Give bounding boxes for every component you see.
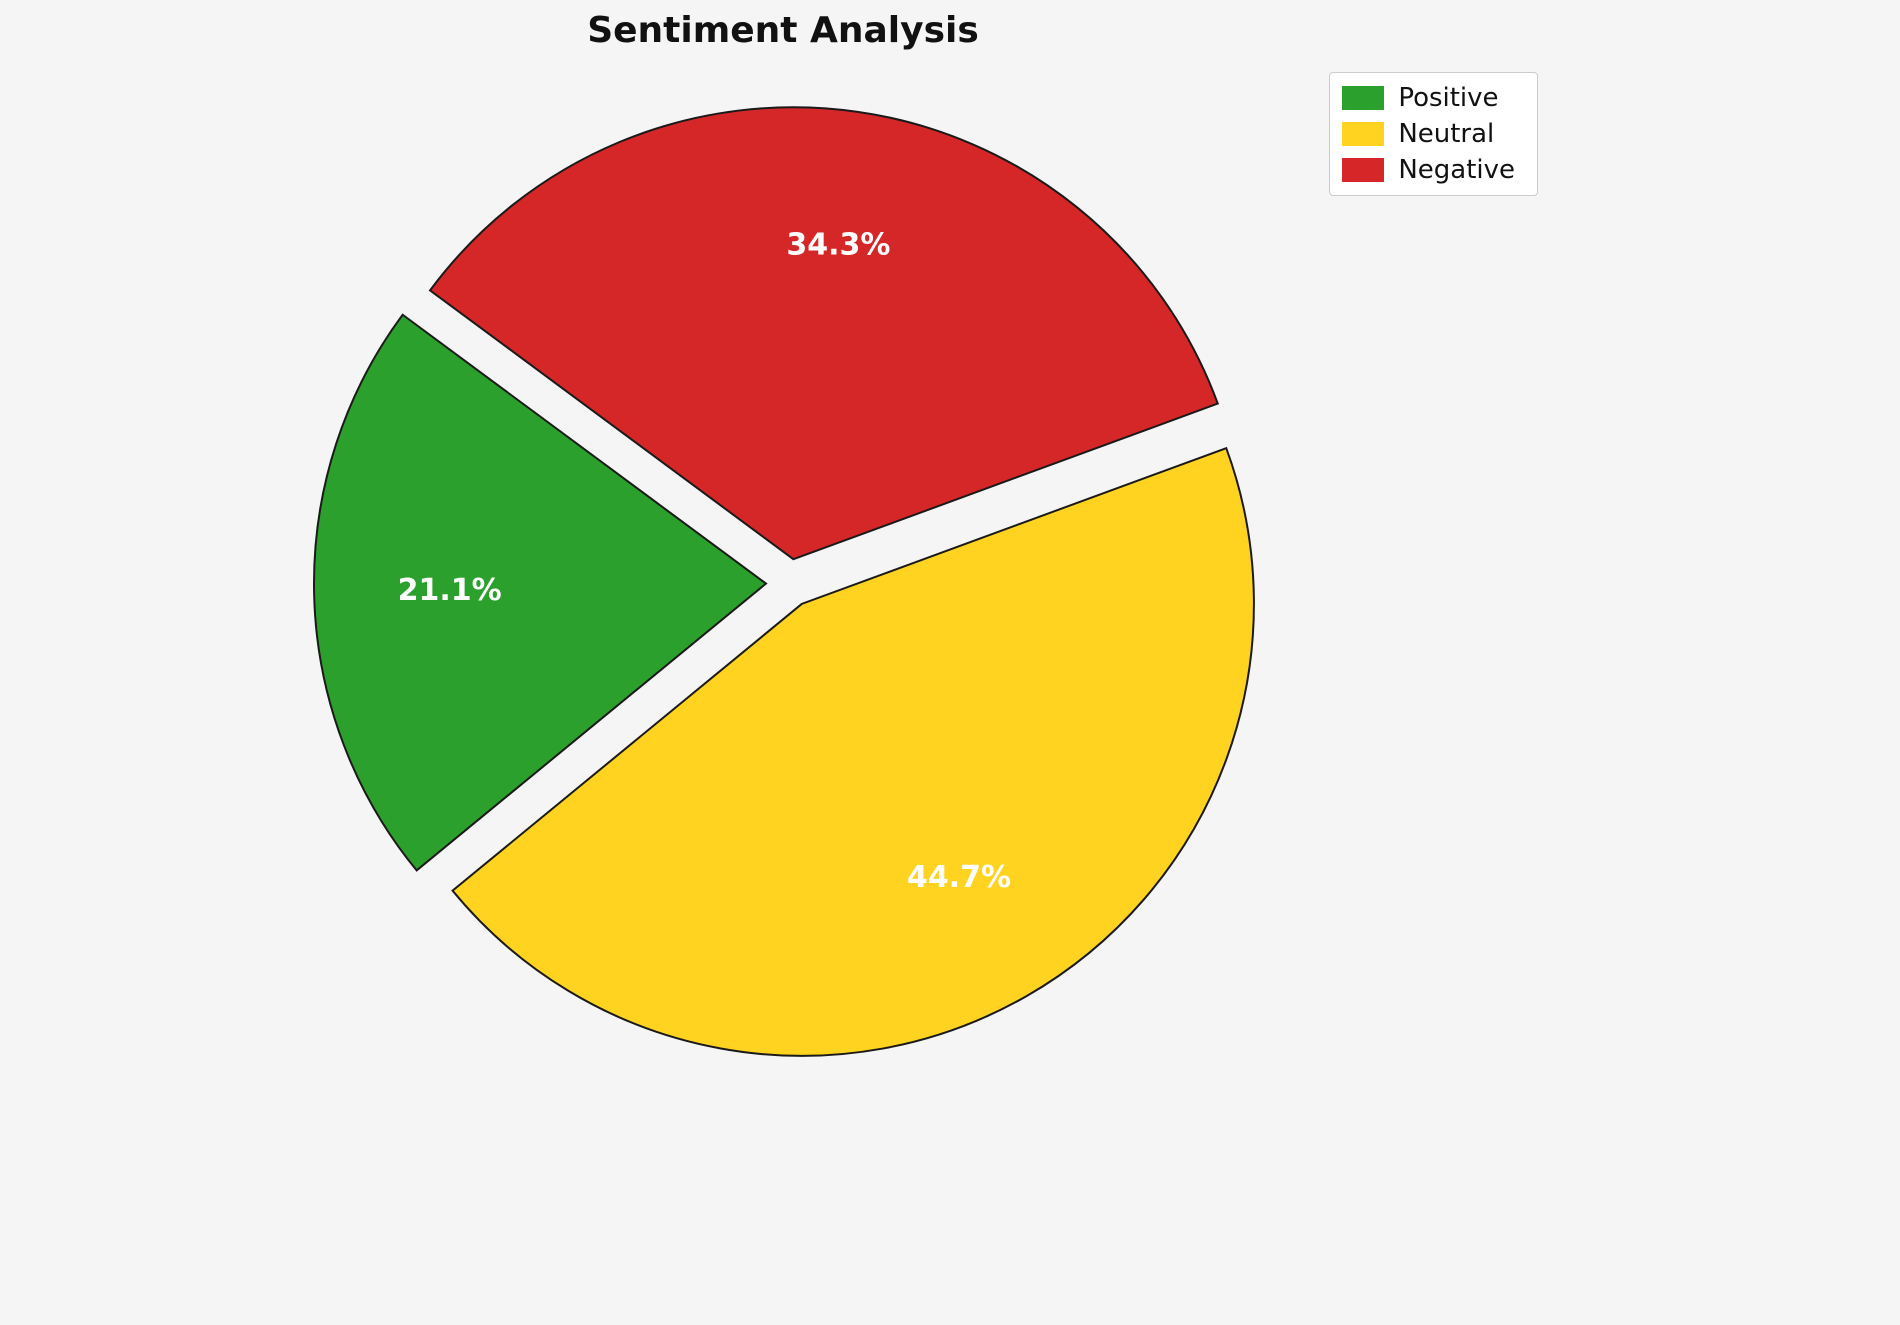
pie-slice-positive [313, 313, 768, 872]
legend-label-positive: Positive [1398, 83, 1499, 113]
legend-swatch-positive [1342, 86, 1385, 110]
legend-item-positive: Positive [1342, 85, 1521, 111]
pie-slice-negative [428, 106, 1220, 561]
slice-percent-label-negative: 34.3% [786, 228, 890, 263]
slice-percent-label-positive: 21.1% [398, 573, 502, 608]
pie-slice-neutral [451, 446, 1255, 1057]
legend-swatch-neutral [1342, 122, 1385, 146]
legend-item-negative: Negative [1342, 157, 1521, 183]
legend-label-neutral: Neutral [1398, 119, 1495, 149]
legend: Positive Neutral Negative [1329, 72, 1538, 196]
legend-swatch-negative [1342, 158, 1385, 182]
chart-title: Sentiment Analysis [587, 10, 979, 51]
legend-label-negative: Negative [1398, 155, 1515, 185]
slice-percent-label-neutral: 44.7% [907, 860, 1011, 895]
legend-item-neutral: Neutral [1342, 121, 1521, 147]
